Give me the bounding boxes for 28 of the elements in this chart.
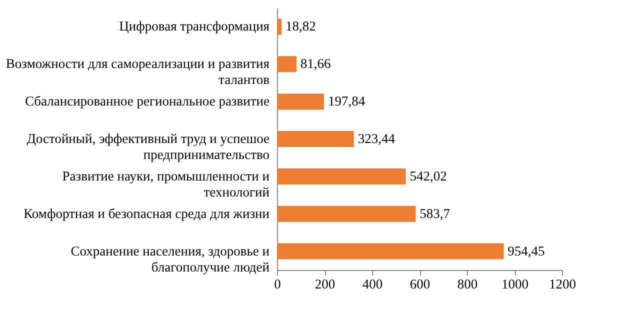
y-tick-label: Возможности для самореализации и развития талантов [6, 56, 270, 88]
y-tick-label: Цифровая трансформация [119, 18, 270, 34]
data-label: 583,7 [420, 206, 450, 221]
x-tick-label: 400 [362, 276, 383, 292]
x-tick-label: 800 [457, 276, 478, 292]
y-tick-label: Сохранение населения, здоровье и благополучие людей [70, 243, 270, 274]
bar [277, 243, 504, 260]
x-tick-label: 1200 [549, 276, 576, 292]
data-label: 954,45 [508, 243, 546, 258]
x-tick-label: 0 [274, 276, 282, 292]
bar [277, 131, 354, 147]
x-tick-label: 200 [314, 276, 336, 292]
bar [277, 18, 282, 35]
bar [277, 168, 406, 184]
data-label: 81,66 [300, 56, 332, 72]
y-tick-label: Развитие науки, промышленности и технологий [62, 168, 270, 200]
data-label: 542,02 [410, 168, 447, 184]
x-tick-label: 600 [410, 276, 430, 292]
y-tick-label: Достойный, эффективный труд и успешое предпринимательство [26, 131, 270, 162]
data-label: 323,44 [358, 131, 396, 146]
y-tick-label: Комфортная и безопасная среда для жизни [24, 206, 270, 221]
data-label: 197,84 [328, 94, 366, 109]
bar [277, 94, 324, 110]
data-label: 18,82 [285, 18, 316, 34]
y-tick-label: Сбалансированное региональное развитие [24, 94, 270, 109]
bar [277, 206, 416, 222]
bar [277, 56, 296, 72]
x-tick-label: 1000 [502, 276, 529, 292]
